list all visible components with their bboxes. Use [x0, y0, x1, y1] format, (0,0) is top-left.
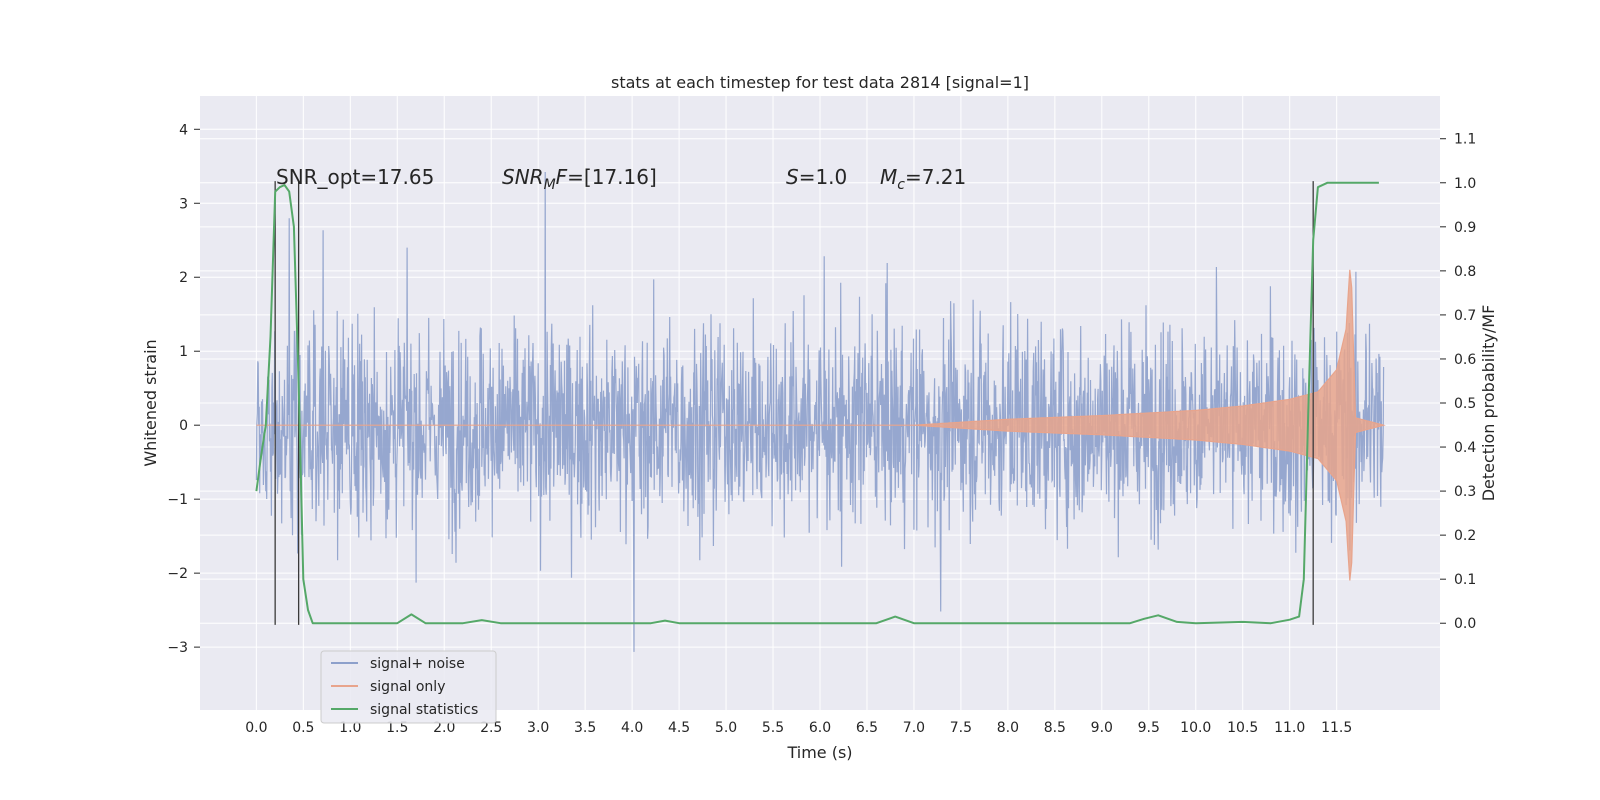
- x-tick-label: 4.0: [621, 720, 643, 736]
- x-tick-label: 1.5: [386, 720, 408, 736]
- y-tick-label-left: 3: [179, 196, 188, 212]
- s-value: =1.0: [799, 165, 848, 189]
- y-axis-label-right: Detection probability/MF: [1479, 305, 1498, 502]
- y-tick-label-left: −3: [167, 640, 188, 656]
- y-tick-label-right: 0.4: [1454, 440, 1476, 456]
- y-tick-label-right: 0.7: [1454, 308, 1476, 324]
- x-tick-label: 5.5: [762, 720, 784, 736]
- series-signal-statistics: [255, 181, 1379, 625]
- snr-mf-values: =[17.16]: [567, 165, 657, 189]
- x-tick-label: 10.5: [1227, 720, 1258, 736]
- signal-noise-line: [255, 171, 1385, 652]
- y-tick-label-left: 4: [179, 122, 188, 138]
- axis-ticks: 0.0 0.5 1.0 1.5 2.0 2.5 3.0 3.5 4.0 4.5 5.0 5.5 6.0 6…: [167, 122, 1476, 736]
- x-tick-label: 4.5: [668, 720, 690, 736]
- chart-title: stats at each timestep for test data 281…: [611, 73, 1029, 92]
- y-tick-label-right: 1.0: [1454, 176, 1476, 192]
- x-tick-label: 11.0: [1274, 720, 1305, 736]
- annotation-s: S=1.0: [786, 165, 847, 189]
- annotation-mc: Mc=7.21: [880, 165, 966, 193]
- x-tick-label: 9.5: [1138, 720, 1160, 736]
- x-tick-label: 7.0: [903, 720, 925, 736]
- x-tick-label: 0.0: [245, 720, 267, 736]
- x-tick-label: 2.0: [433, 720, 455, 736]
- series-signal-only: [256, 269, 1386, 581]
- s-symbol: S: [786, 165, 799, 189]
- mc-subscript: c: [897, 177, 905, 193]
- y-tick-label-right: 0.0: [1454, 616, 1476, 632]
- x-tick-label: 7.5: [950, 720, 972, 736]
- x-tick-label: 0.5: [292, 720, 314, 736]
- x-tick-label: 1.0: [339, 720, 361, 736]
- legend-label-signal-statistics: signal statistics: [370, 702, 478, 718]
- y-tick-label-left: 1: [179, 344, 188, 360]
- x-tick-label: 5.0: [715, 720, 737, 736]
- y-tick-label-left: 2: [179, 270, 188, 286]
- series-signal-noise: [255, 171, 1385, 652]
- mc-base: M: [880, 165, 897, 189]
- x-tick-label: 3.5: [574, 720, 596, 736]
- x-tick-label: 9.0: [1091, 720, 1113, 736]
- x-tick-label: 6.5: [856, 720, 878, 736]
- x-tick-label: 3.0: [527, 720, 549, 736]
- x-tick-label: 10.0: [1180, 720, 1211, 736]
- legend-box: [320, 650, 497, 724]
- x-axis-label: Time (s): [786, 743, 852, 762]
- mc-value: =7.21: [905, 165, 966, 189]
- snr-mf-base: SNR: [502, 165, 544, 189]
- y-axis-label-left: Whitened strain: [141, 339, 160, 466]
- x-tick-label: 8.0: [997, 720, 1019, 736]
- x-tick-label: 2.5: [480, 720, 502, 736]
- y-tick-label-left: 0: [179, 418, 188, 434]
- y-tick-label-left: −1: [167, 492, 188, 508]
- signal-statistics-line: [255, 181, 1379, 625]
- signal-only-band: [256, 269, 1386, 581]
- y-tick-label-right: 0.9: [1454, 220, 1476, 236]
- snr-mf-rest-italic: F: [556, 165, 568, 189]
- annotation-snr-mf: SNRMF=[17.16]: [502, 165, 657, 193]
- y-tick-label-right: 0.8: [1454, 264, 1476, 280]
- annotation-snr-opt: SNR_opt=17.65: [276, 165, 434, 189]
- legend-label-signal-noise: signal+ noise: [370, 656, 465, 672]
- snr-mf-subscript: M: [544, 177, 556, 193]
- x-tick-label: 8.5: [1044, 720, 1066, 736]
- y-tick-label-right: 0.6: [1454, 352, 1476, 368]
- y-tick-label-right: 0.3: [1454, 484, 1476, 500]
- y-tick-label-right: 0.1: [1454, 572, 1476, 588]
- y-tick-label-right: 1.1: [1454, 132, 1476, 148]
- x-tick-label: 6.0: [809, 720, 831, 736]
- y-tick-label-right: 0.5: [1454, 396, 1476, 412]
- legend: signal+ noise signal only signal statist…: [320, 650, 497, 724]
- x-tick-label: 11.5: [1321, 720, 1352, 736]
- y-tick-label-right: 0.2: [1454, 528, 1476, 544]
- y-tick-label-left: −2: [167, 566, 188, 582]
- legend-label-signal-only: signal only: [370, 679, 445, 695]
